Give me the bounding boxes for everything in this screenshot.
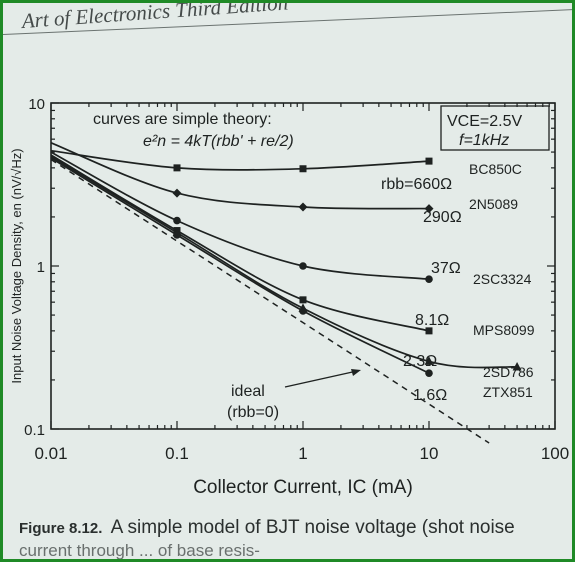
marker-2sd786 (512, 362, 522, 371)
y-tick-label: 1 (37, 259, 45, 276)
curve-2n5089 (50, 142, 430, 210)
curve-ztx851 (50, 157, 430, 374)
curve-bc850c (50, 149, 430, 171)
series-label-ztx851: ZTX851 (483, 384, 533, 400)
y-tick-label: 10 (28, 96, 45, 113)
rbb-label-ztx851: 1.6Ω (413, 387, 447, 404)
marker-2n5089 (172, 188, 182, 198)
x-axis-label: Collector Current, IC (mA) (193, 477, 413, 498)
marker-ztx851 (299, 307, 307, 315)
series-label-2sd786: 2SD786 (483, 364, 534, 380)
y-tick-label: 0.1 (24, 422, 45, 439)
x-tick-label: 0.01 (34, 444, 67, 463)
marker-mps8099 (425, 327, 433, 335)
rbb-label-bc850c: rbb=660Ω (381, 176, 452, 193)
figure-text: A simple model of BJT noise voltage (sho… (110, 517, 515, 538)
marker-bc850c (425, 157, 433, 165)
condition-vce: VCE=2.5V (447, 113, 522, 130)
ideal-label: ideal (231, 383, 265, 400)
series-label-mps8099: MPS8099 (473, 322, 535, 338)
marker-2sc3324 (299, 262, 307, 270)
marker-2n5089 (424, 204, 434, 214)
rbb-label-2n5089: 290Ω (423, 209, 462, 226)
annotation-line-2: e²n = 4kT(rbb' + re/2) (143, 133, 294, 150)
x-tick-label: 100 (541, 444, 569, 463)
annotation-line-1: curves are simple theory: (93, 111, 272, 128)
x-tick-label: 0.1 (165, 444, 189, 463)
curve-mps8099 (50, 154, 430, 332)
figure-caption-continued: current through ... of base resis- (19, 541, 260, 560)
series-label-2sc3324: 2SC3324 (473, 271, 532, 287)
conditions-box (440, 105, 550, 151)
marker-bc850c (299, 165, 307, 173)
figure-caption: Figure 8.12. A simple model of BJT noise… (19, 517, 515, 539)
series-label-2n5089: 2N5089 (469, 196, 518, 212)
marker-bc850c (173, 164, 181, 172)
marker-2n5089 (298, 202, 308, 212)
ideal-arrow-head (351, 369, 361, 376)
rbb-label-2sc3324: 37Ω (431, 260, 461, 277)
marker-2sc3324 (173, 216, 181, 225)
marker-ztx851 (173, 231, 181, 239)
x-tick-label: 1 (298, 444, 307, 463)
ideal-line (50, 158, 490, 444)
rbb-label-mps8099: 8.1Ω (415, 312, 449, 329)
series-label-bc850c: BC850C (469, 161, 522, 177)
condition-freq: f=1kHz (459, 132, 509, 149)
curve-2sd786 (50, 155, 518, 369)
rbb-label-2sd786: 2.3Ω (403, 353, 437, 370)
figure-label: Figure 8.12. (19, 520, 103, 537)
y-axis-label: Input Noise Voltage Density, en (nV/√Hz) (9, 148, 24, 383)
marker-2sd786 (424, 356, 434, 365)
x-tick-label: 10 (420, 444, 439, 463)
marker-mps8099 (299, 296, 307, 304)
ideal-arrow-shaft (284, 370, 358, 388)
marker-2sc3324 (425, 275, 433, 283)
marker-ztx851 (425, 369, 433, 377)
ideal-label-rbb: (rbb=0) (227, 404, 279, 421)
curve-2sc3324 (50, 151, 430, 281)
